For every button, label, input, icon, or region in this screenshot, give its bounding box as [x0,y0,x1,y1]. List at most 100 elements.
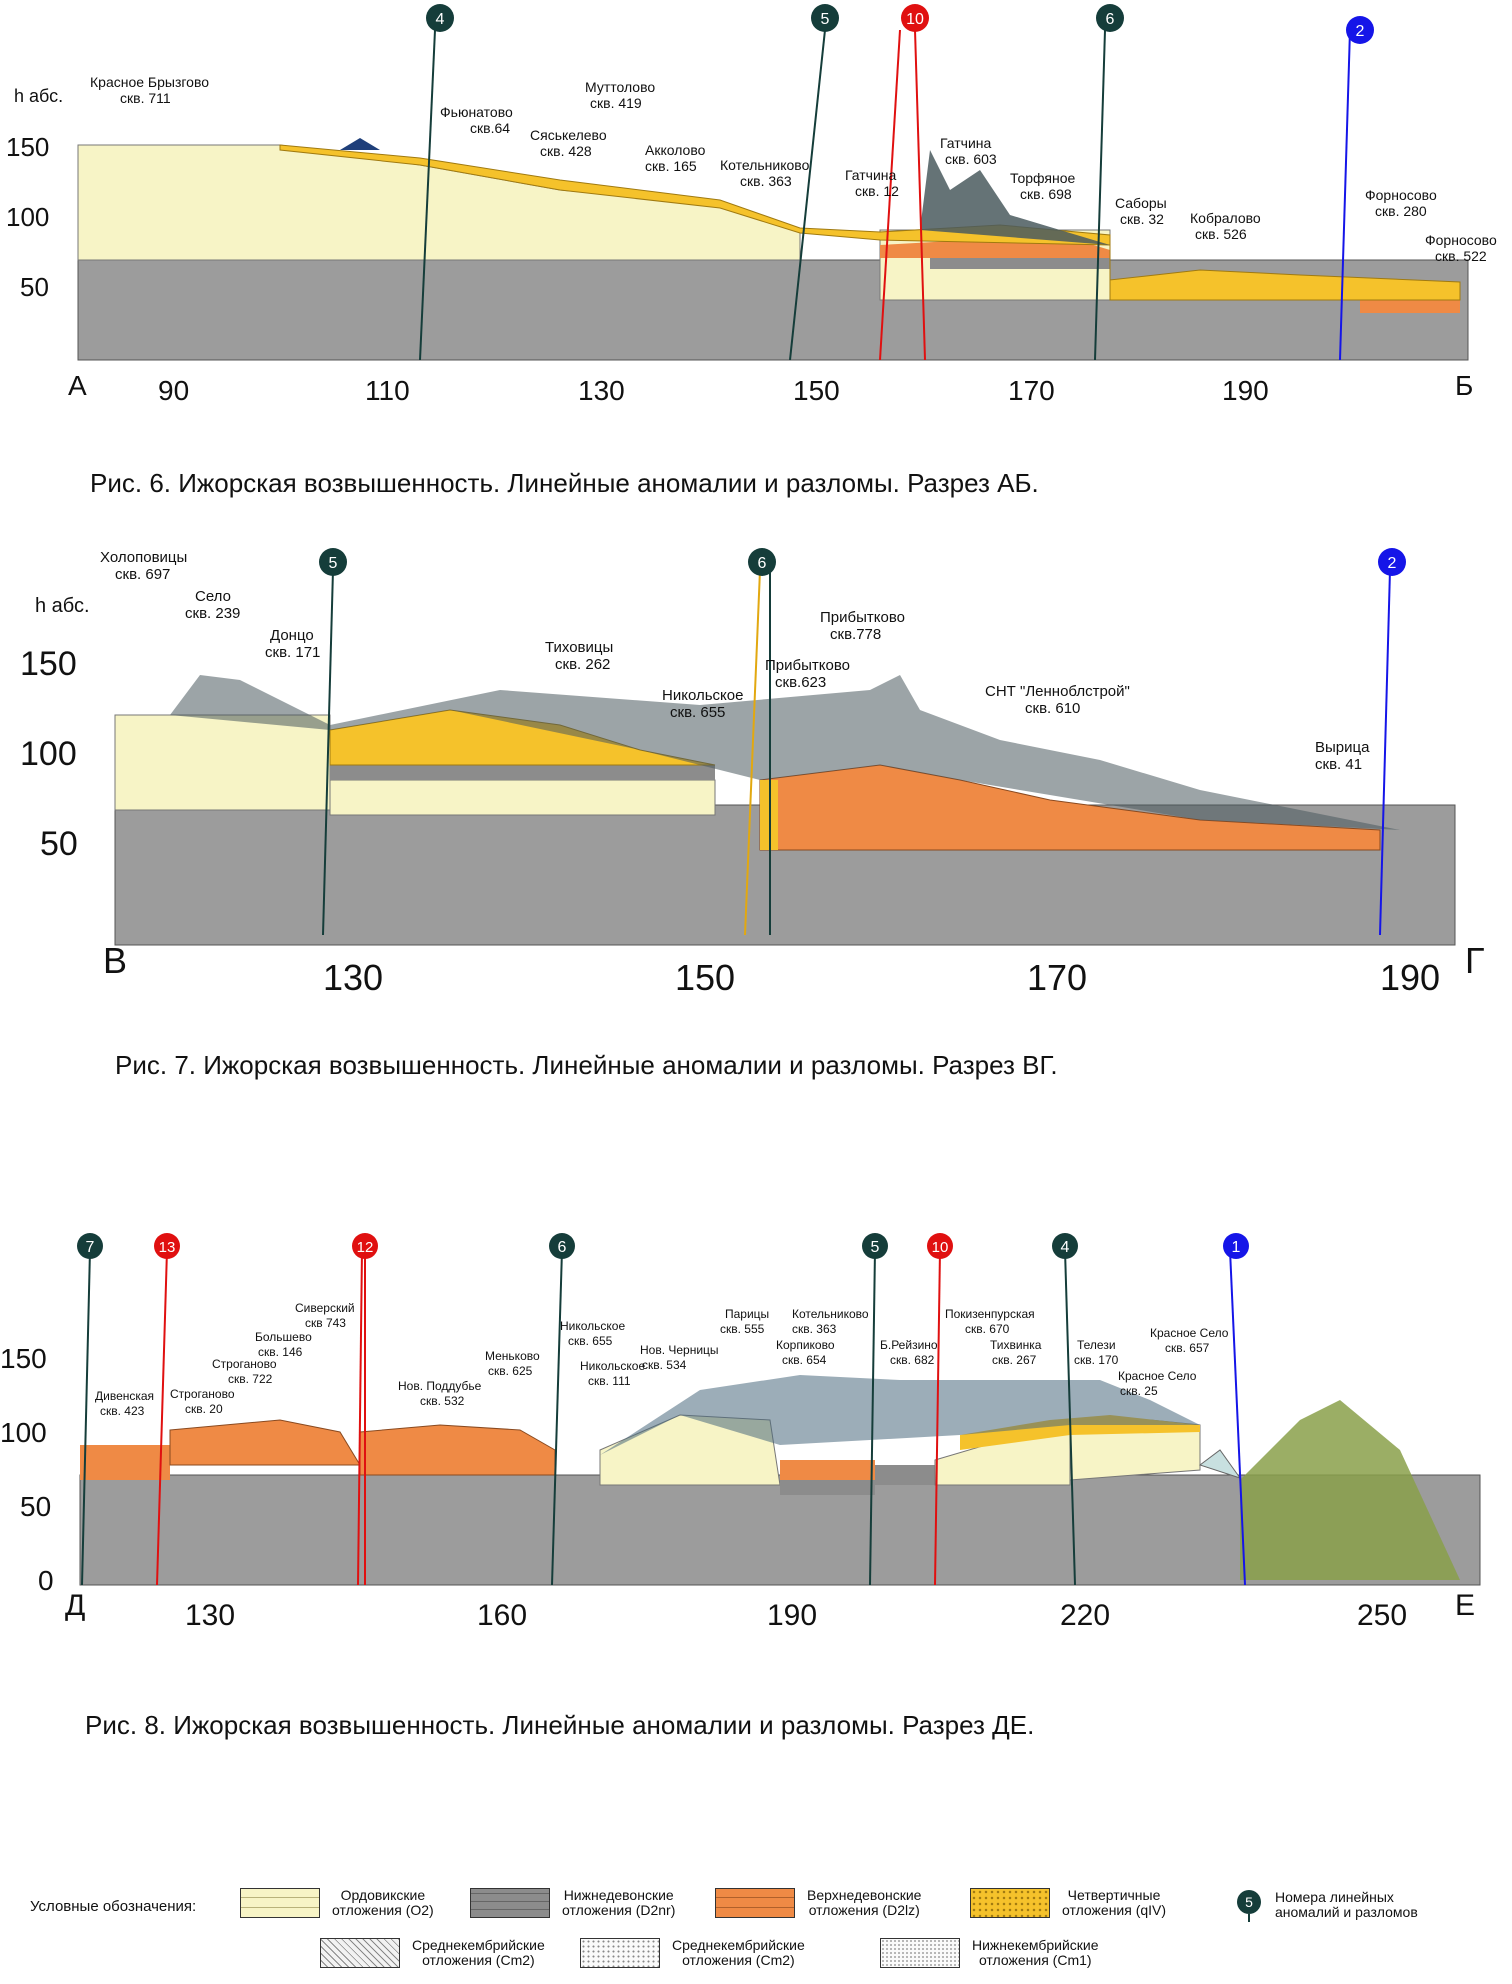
well-name: Никольское [662,687,743,704]
fault-line-10 [914,29,926,361]
well-name: Никольское [580,1359,645,1373]
well-name: Большево [255,1330,312,1344]
marker-2: 2 [1378,548,1406,576]
section-end-label: Г [1465,940,1485,981]
y-tick: 150 [6,132,49,162]
x-tick: 150 [675,957,735,998]
well-name: Красное Брызгово [90,74,209,90]
well-id: скв. 239 [185,605,240,622]
marker-10: 10 [901,4,929,32]
well-name: Дивенская [95,1389,154,1403]
x-tick: 110 [365,375,410,406]
well-name: Котельниково [792,1307,869,1321]
well-id: скв. 698 [1020,186,1072,202]
well-name: Акколово [645,142,706,158]
well-name: Б.Рейзино [880,1338,938,1352]
well-id: скв. 165 [645,158,697,174]
well-id: скв. 363 [740,173,792,189]
terrain-relief [340,138,380,150]
legend-item-marker: 5 Номера линейных аномалий и разломов [1235,1888,1418,1922]
well-id: скв. 534 [642,1358,687,1372]
legend-label: Нижнекембрийские отложения (Cm1) [972,1937,1099,1968]
svg-text:6: 6 [1106,11,1115,28]
well-name: Корпиково [776,1338,835,1352]
well-id: скв. 697 [115,566,170,583]
svg-text:2: 2 [1388,555,1397,572]
section-de-diagram: 150 100 50 0 7 13 12 6 5 10 4 1 [0,1233,1481,1632]
well-id: скв. 32 [1120,211,1164,227]
well-name: Сяськелево [530,127,607,143]
d2nr-layer [780,1480,875,1495]
well-name: Покизенпурская [945,1307,1035,1321]
well-name: Тихвинка [990,1338,1042,1352]
well-id: скв. 610 [1025,700,1080,717]
x-tick: 90 [158,375,189,406]
y-axis-title: h абс. [14,86,63,106]
legend-label: Нижнедевонские отложения (D2nr) [562,1887,676,1918]
well-id: скв. 280 [1375,203,1427,219]
well-name: Нов. Поддубье [398,1379,482,1393]
legend-label: Верхнедевонские отложения (D2lz) [807,1887,922,1918]
fault-line-13 [156,1249,168,1586]
well-name: Гатчина [940,135,992,151]
legend-item-cm1: Нижнекембрийские отложения (Cm1) [880,1938,1099,1968]
legend: Условные обозначения: Ордовикские отложе… [0,1880,1512,1984]
well-id: скв. 555 [720,1322,765,1336]
well-id: скв. 711 [120,90,171,106]
well-name: Парицы [725,1307,769,1321]
fault-line-5 [869,1249,876,1586]
well-id: скв. 722 [228,1372,273,1386]
ordovician-layer [329,779,716,816]
marker-7: 7 [77,1233,103,1259]
svg-text:5: 5 [871,1239,880,1256]
x-tick: 190 [767,1599,817,1632]
svg-text:5: 5 [329,555,338,572]
svg-text:6: 6 [758,555,767,572]
svg-text:1: 1 [1232,1239,1241,1256]
well-id: скв. 603 [945,151,997,167]
figure-caption: Рис. 6. Ижорская возвышенность. Линейные… [90,468,1039,498]
legend-label: Среднекембрийские отложения (Cm2) [672,1937,805,1968]
section-de: 150 100 50 0 7 13 12 6 5 10 4 1 [0,1220,1512,1780]
well-id: скв. 41 [1315,756,1362,773]
well-id: скв. 655 [670,704,725,721]
well-name: Нов. Черницы [640,1343,719,1357]
x-tick: 220 [1060,1599,1110,1632]
well-id: скв. 419 [590,95,642,111]
svg-text:5: 5 [1245,1894,1253,1910]
section-start-label: В [103,940,127,981]
well-id: скв. 532 [420,1394,465,1408]
well-name: СНТ "Ленноблстрой" [985,683,1130,700]
well-id: скв. 522 [1435,248,1487,264]
well-name: Село [195,588,231,605]
well-id: скв. 428 [540,143,592,159]
well-name: Телези [1077,1338,1116,1352]
well-id: скв. 170 [1074,1353,1119,1367]
well-name: Тиховицы [545,639,613,656]
well-id: скв. 526 [1195,226,1247,242]
legend-label: Среднекембрийские отложения (Cm2) [412,1937,545,1968]
well-name: Прибытково [765,657,850,674]
well-id: скв. 12 [855,183,899,199]
well-name: Гатчина [845,167,897,183]
well-id: скв. 25 [1120,1384,1158,1398]
well-name: Котельниково [720,157,810,173]
marker-6: 6 [1096,4,1124,32]
svg-text:10: 10 [906,11,924,28]
well-name: Строганово [170,1387,235,1401]
well-id: скв. 670 [965,1322,1010,1336]
well-name: Вырица [1315,739,1370,756]
x-tick: 130 [578,375,625,406]
x-tick: 130 [185,1599,235,1632]
terrain-relief [920,150,1110,245]
marker-1: 1 [1223,1233,1249,1259]
well-id: скв. 654 [782,1353,827,1367]
well-id: скв.623 [775,674,826,691]
section-vg-diagram: h абс. 150 100 50 5 6 2 Холоповицы скв. … [20,548,1485,998]
d2nr-swatch [470,1888,550,1918]
y-tick: 100 [6,202,49,232]
marker-5: 5 [862,1233,888,1259]
section-start-label: Д [65,1589,85,1622]
d2nr-layer [330,765,715,780]
section-ab: h абс. 150 100 50 4 5 10 6 2 Кра [0,0,1512,498]
